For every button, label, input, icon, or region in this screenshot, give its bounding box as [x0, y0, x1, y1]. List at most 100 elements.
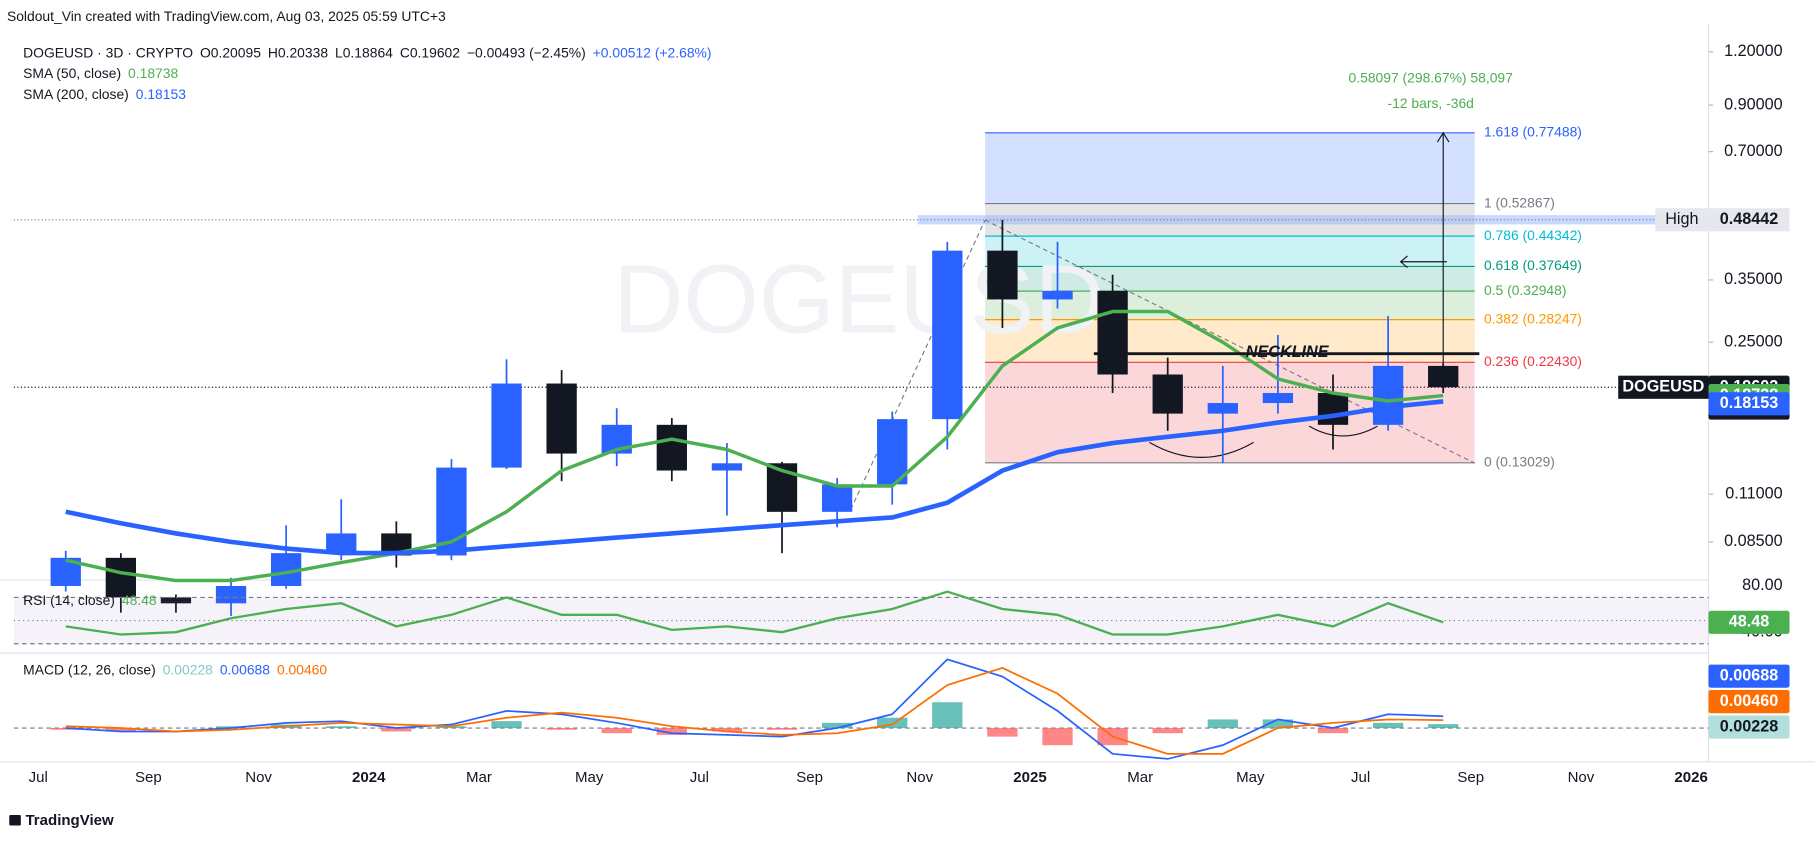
macd-hist-bar: [821, 722, 853, 729]
legend: RSI (14, close) 48.48: [23, 592, 157, 608]
x-tick-label: 2025: [1013, 769, 1046, 786]
y-tick-label: 0.08500: [1724, 532, 1783, 550]
symbol-tag: [1618, 375, 1709, 399]
candle-body: [326, 533, 357, 554]
macd-hist-bar: [381, 728, 412, 732]
macd-hist-bar: [546, 728, 577, 730]
candle-body: [1262, 393, 1294, 404]
x-tick-label: Sep: [1457, 769, 1484, 786]
price-tag-label: 0.00460: [1720, 692, 1779, 710]
fib-label: 1 (0.52867): [1484, 194, 1555, 210]
sma-line: [65, 309, 1444, 583]
price-tag-label: 0.00688: [1720, 666, 1779, 684]
candle-body: [546, 383, 577, 454]
trend-line: [850, 219, 986, 510]
candle-body: [987, 250, 1018, 300]
legend-item: 0.00228: [163, 661, 213, 677]
x-tick-label: Nov: [906, 769, 933, 786]
legend-item: 0.18738: [128, 65, 178, 81]
fib-label: 0 (0.13029): [1484, 454, 1555, 470]
macd-hist-bar: [1317, 728, 1349, 734]
fib-band: [985, 132, 1475, 204]
macd-hist-bar: [1428, 724, 1459, 729]
legend-item: +0.00512 (+2.68%): [593, 44, 712, 60]
fib-label: 0.618 (0.37649): [1484, 257, 1582, 273]
fib-label: 0.786 (0.44342): [1484, 227, 1582, 243]
price-tag-label: 48.48: [1729, 613, 1770, 631]
legend: MACD (12, 26, close) 0.00228 0.00688 0.0046…: [23, 661, 327, 677]
y-tick-label: 0.70000: [1724, 142, 1783, 160]
x-tick-label: Jul: [690, 769, 709, 786]
candle-body: [215, 585, 247, 604]
price-tag: [1708, 715, 1790, 739]
macd-hist-bar: [105, 728, 136, 732]
legend: DOGEUSD · 3D · CRYPTO O0.20095 H0.20338 L0.…: [23, 44, 711, 60]
rsi-tick-label: 80.00: [1742, 576, 1783, 594]
measure-label: -12 bars, -36d: [1388, 95, 1474, 111]
x-tick-label: Mar: [1127, 769, 1153, 786]
legend-item: 0.18153: [136, 86, 186, 102]
fib-label: 0.5 (0.32948): [1484, 282, 1567, 298]
pattern-arc: [1149, 441, 1254, 458]
x-tick-label: Nov: [1568, 769, 1595, 786]
high-tag-label: High: [1665, 210, 1698, 228]
legend-item: 48.48: [122, 592, 157, 608]
legend: SMA (50, close) 0.18738: [23, 65, 178, 81]
y-tick-label: 0.25000: [1724, 333, 1783, 351]
legend: SMA (200, close) 0.18153: [23, 86, 186, 102]
x-tick-label: Jul: [29, 769, 48, 786]
legend-item: MACD (12, 26, close): [23, 661, 156, 677]
pattern-arc: [1308, 425, 1378, 437]
macd-hist-bar: [1152, 728, 1183, 734]
arrow-head: [1436, 131, 1450, 143]
candle-body: [656, 424, 687, 471]
macd-hist-bar: [601, 728, 632, 734]
candle-body: [1097, 290, 1128, 375]
y-tick-label: 0.90000: [1724, 95, 1783, 113]
candle-body: [491, 383, 522, 468]
candle-body: [105, 557, 136, 598]
watermark: DOGEUSD: [613, 245, 1105, 354]
high-value-bg: [1708, 208, 1790, 232]
header: Soldout_Vin created with TradingView.com…: [7, 8, 446, 24]
y-tick-label: 0.35000: [1724, 270, 1783, 288]
price-tag: [1708, 610, 1790, 634]
candle-body: [1152, 374, 1183, 414]
high-tag: [1655, 208, 1709, 232]
price-tag: [1708, 664, 1790, 688]
x-tick-label: Sep: [135, 769, 162, 786]
legend-item: L0.18864: [335, 44, 393, 60]
measure-label: 0.58097 (298.67%) 58,097: [1349, 70, 1514, 86]
price-tag-label: 0.18153: [1720, 394, 1779, 412]
rsi-line: [65, 590, 1444, 636]
symbol-tag-label: DOGEUSD: [1622, 378, 1704, 396]
macd-hist-bar: [656, 728, 687, 735]
x-tick-label: Sep: [796, 769, 823, 786]
fib-band: [985, 266, 1475, 292]
macd-hist-bar: [326, 726, 357, 729]
candle-body: [1372, 365, 1404, 425]
x-tick-label: 2024: [352, 769, 386, 786]
legend-item: 0.00688: [220, 661, 270, 677]
macd-hist-bar: [436, 726, 467, 729]
x-tick-label: Jul: [1351, 769, 1370, 786]
logo: [9, 815, 21, 826]
fib-band: [985, 236, 1475, 267]
macd-hist-bar: [1372, 722, 1404, 729]
candle-body: [877, 419, 908, 485]
neckline-label: NECKLINE: [1246, 343, 1330, 361]
macd-hist-bar: [1207, 719, 1238, 729]
x-tick-label: Mar: [466, 769, 492, 786]
sma-line: [65, 399, 1444, 556]
legend-item: RSI (14, close): [23, 592, 115, 608]
legend-item: 0.00460: [277, 661, 327, 677]
x-tick-label: May: [1236, 769, 1265, 786]
fib-label: 0.236 (0.22430): [1484, 353, 1582, 369]
macd-hist-bar: [987, 728, 1018, 737]
macd-hist-bar: [932, 702, 963, 729]
macd-line: [65, 658, 1444, 760]
legend-item: O0.20095: [200, 44, 261, 60]
fib-label: 1.618 (0.77488): [1484, 123, 1582, 139]
